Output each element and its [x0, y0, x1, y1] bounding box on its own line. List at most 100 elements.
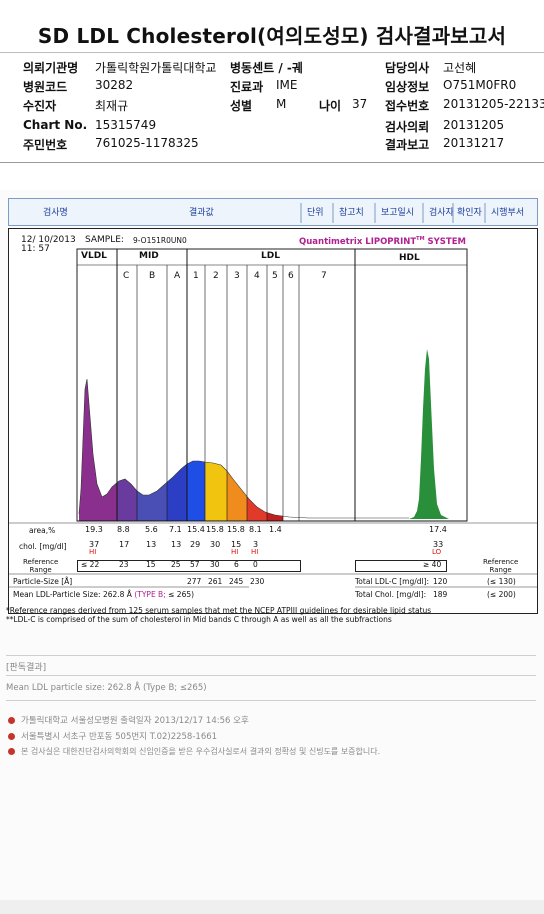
band-vldl: VLDL — [81, 251, 107, 261]
chol-b: 13 — [146, 540, 157, 549]
particle-3: 245 — [229, 577, 244, 586]
ref-1: 57 — [190, 560, 200, 569]
info-label: 담당의사 — [385, 61, 430, 75]
info-label: 검사의뢰 — [385, 120, 430, 134]
subband-6: 6 — [288, 271, 294, 281]
info-value: 20131205 — [443, 118, 505, 132]
info-value: 15315749 — [95, 118, 157, 132]
info-value: 37 — [352, 97, 368, 111]
bullet-icon — [8, 733, 15, 740]
chol-c: 17 — [119, 540, 130, 549]
chol-vldl: 37 — [89, 540, 100, 549]
info-value: 20131205-22133 — [443, 97, 544, 111]
tab-test-name: 검사명 — [43, 208, 68, 218]
mean-ldl-size: Mean LDL-Particle Size: 262.8 Å (TYPE B;… — [13, 590, 194, 599]
area-c: 8.8 — [117, 525, 130, 534]
tab-reference: 참고치 — [339, 208, 364, 218]
lipoprint-chart — [76, 248, 468, 522]
footer-hospital: 가톨릭대학교 서울성모병원 출력일자 2013/12/17 14:56 오후 — [8, 714, 249, 726]
info-label: 진료과 — [230, 80, 264, 94]
total-chol-label: Total Chol. [mg/dl]: — [355, 590, 427, 599]
reference-box-hdl — [355, 560, 447, 572]
brand-suffix: SYSTEM — [424, 236, 466, 247]
subband-b: B — [149, 271, 156, 281]
area-vldl: 19.3 — [85, 525, 103, 534]
report-title: SD LDL Cholesterol(여의도성모) 검사결과보고서 — [37, 24, 507, 48]
subband-2: 2 — [213, 271, 219, 281]
particle-size-label: Particle-Size [Å] — [13, 577, 73, 586]
info-label: Chart No. — [23, 118, 88, 132]
chol-2: 30 — [210, 540, 221, 549]
info-value: 가톨릭학원가톨릭대학교 — [95, 61, 217, 75]
info-value: M — [276, 97, 287, 111]
info-label: 병원코드 — [23, 80, 68, 94]
info-label: 수진자 — [23, 99, 57, 113]
judgement-divider — [6, 675, 536, 676]
footnote-1: *Reference ranges derived from 125 serum… — [6, 606, 432, 615]
result-column-header: 검사명 결과값 단위 참고치 보고일시 검사자 확인자 시행부서 — [8, 198, 538, 226]
mean-ldl-label: Mean LDL-Particle Size: — [13, 590, 101, 599]
chol-hdl-flag: LO — [432, 548, 442, 556]
reference-range-header: Reference Range — [483, 558, 519, 574]
info-value: 761025-1178325 — [95, 136, 199, 150]
particle-1: 277 — [187, 577, 202, 586]
area-5: 1.4 — [269, 525, 282, 534]
bottom-scan-edge — [0, 900, 544, 914]
area-a: 7.1 — [169, 525, 182, 534]
subband-1: 1 — [193, 271, 199, 281]
band-dividers — [77, 249, 467, 522]
info-value: O751M0FR0 — [443, 78, 517, 92]
chol-vldl-flag: HI — [89, 548, 97, 556]
info-value: 20131217 — [443, 136, 505, 150]
ref-hdl: ≥ 40 — [423, 560, 442, 569]
mean-ldl-value: 262.8 Å — [102, 590, 132, 599]
area-1: 15.4 — [187, 525, 205, 534]
info-label: 주민번호 — [23, 138, 68, 152]
total-chol-ref: (≤ 200) — [487, 590, 516, 599]
band-ldl: LDL — [261, 251, 280, 261]
judgement-divider-top — [6, 655, 536, 656]
info-value: 고선혜 — [443, 61, 477, 75]
info-divider — [0, 162, 544, 163]
particle-4: 230 — [250, 577, 265, 586]
ref-vldl: ≤ 22 — [81, 560, 100, 569]
band-mid: MID — [139, 251, 159, 261]
title-divider — [0, 52, 544, 53]
footer-hospital-text: 가톨릭대학교 서울성모병원 출력일자 2013/12/17 14:56 오후 — [21, 716, 249, 726]
subband-a: A — [174, 271, 181, 281]
info-value: IME — [276, 78, 298, 92]
total-ldl-value: 120 — [433, 577, 448, 586]
subband-c: C — [123, 271, 130, 281]
footnote-2: **LDL-C is comprised of the sum of chole… — [6, 615, 392, 624]
judgement-text: Mean LDL particle size: 262.8 Å (Type B;… — [6, 683, 207, 693]
sample-id: 9-O151R0UN0 — [133, 236, 187, 245]
band-hdl: HDL — [399, 253, 420, 263]
tab-tester: 검사자 — [429, 208, 454, 218]
tab-unit: 단위 — [307, 208, 324, 218]
report-time: 11: 57 — [21, 244, 50, 254]
total-chol-value: 189 — [433, 590, 448, 599]
tab-confirmer: 확인자 — [457, 208, 482, 218]
particle-2: 261 — [208, 577, 223, 586]
total-ldl-ref: (≤ 130) — [487, 577, 516, 586]
info-label: 결과보고 — [385, 138, 430, 152]
info-label: 의뢰기관명 — [23, 61, 79, 75]
ref-2: 30 — [210, 560, 220, 569]
area-3: 15.8 — [227, 525, 245, 534]
chol-4-flag: HI — [251, 548, 259, 556]
info-label: 성별 — [230, 99, 253, 113]
area-label: area,% — [29, 526, 56, 535]
subband-7: 7 — [321, 271, 327, 281]
info-label: 접수번호 — [385, 99, 430, 113]
report-date: 12/ 10/2013 — [21, 235, 76, 245]
chol-3: 15 — [231, 540, 242, 549]
sample-label: SAMPLE: — [85, 235, 124, 245]
area-hdl: 17.4 — [429, 525, 447, 534]
chol-3-flag: HI — [231, 548, 239, 556]
tab-department: 시행부서 — [491, 208, 525, 218]
area-4: 8.1 — [249, 525, 262, 534]
tab-separators — [300, 203, 486, 223]
info-label: 병동센트 / -궤 — [230, 61, 303, 75]
judgement-title: [판독결과] — [6, 663, 47, 673]
bullet-icon — [8, 717, 15, 724]
